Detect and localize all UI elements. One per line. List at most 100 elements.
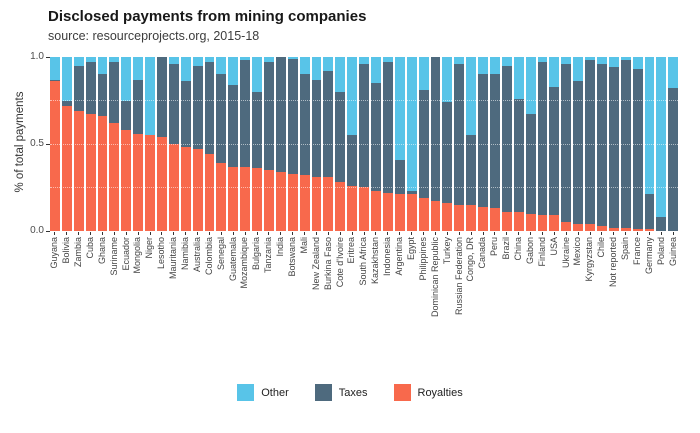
segment-taxes: [406, 190, 417, 195]
x-label: France: [631, 237, 642, 266]
bar-lesotho: [157, 57, 167, 231]
segment-other: [252, 57, 263, 92]
x-label-cell: Senegal: [216, 237, 226, 317]
bar-peru: [489, 57, 500, 231]
x-label-cell: Mali: [299, 237, 310, 317]
segment-royalties: [299, 175, 310, 231]
segment-taxes: [549, 86, 560, 216]
x-tick-mark: [288, 232, 298, 235]
x-label-cell: Dominican Republic: [430, 237, 441, 317]
x-label: Mozambique: [239, 237, 250, 289]
segment-royalties: [264, 170, 274, 231]
x-tick-mark: [216, 232, 226, 235]
bar-not-reported: [608, 57, 619, 231]
x-label-cell: Guinea: [668, 237, 678, 317]
segment-other: [418, 57, 429, 91]
segment-taxes: [442, 102, 453, 204]
bar-mozambique: [240, 57, 251, 231]
y-tick-label-0.0: 0.0: [30, 225, 44, 236]
x-label-cell: Cuba: [84, 237, 96, 317]
bar-kazakhstan: [371, 57, 381, 231]
segment-other: [501, 57, 512, 66]
x-label: Botswana: [287, 237, 298, 277]
segment-royalties: [537, 215, 548, 231]
segment-other: [204, 57, 215, 63]
segment-taxes: [73, 65, 84, 111]
segment-taxes: [656, 217, 667, 231]
x-label: Russian Federation: [453, 237, 464, 316]
bar-india: [275, 57, 286, 231]
segment-royalties: [620, 227, 631, 231]
bar-congo-dr: [466, 57, 477, 231]
x-label: Not reported: [608, 237, 619, 288]
segment-taxes: [204, 62, 215, 155]
segment-taxes: [323, 70, 334, 178]
x-label-cell: Turkey: [442, 237, 452, 317]
x-tick-mark: [561, 232, 571, 235]
bar-niger: [145, 57, 156, 231]
bar-china: [513, 57, 524, 231]
x-tick-mark: [323, 232, 333, 235]
x-label: Cuba: [84, 237, 95, 259]
x-label: Kyrgyzstan: [584, 237, 595, 282]
legend-swatch-royalties: [393, 384, 411, 401]
x-label-cell: South Africa: [358, 237, 369, 317]
x-label-cell: Peru: [489, 237, 500, 317]
x-label: Spain: [619, 237, 630, 261]
x-tick-mark: [502, 232, 512, 235]
x-tick-mark: [335, 232, 345, 235]
legend-item-other: Other: [237, 384, 289, 401]
bar-ecuador: [121, 57, 132, 231]
segment-other: [537, 57, 548, 63]
segment-royalties: [216, 163, 227, 231]
segment-royalties: [61, 105, 72, 231]
segment-royalties: [335, 182, 346, 231]
x-label-cell: Mexico: [572, 237, 583, 317]
segment-royalties: [442, 203, 453, 231]
segment-taxes: [525, 114, 536, 214]
segment-taxes: [335, 91, 346, 183]
x-label: Bolivia: [61, 237, 72, 264]
x-tick-mark: [264, 232, 274, 235]
segment-royalties: [573, 224, 584, 231]
x-tick-mark: [407, 232, 417, 235]
x-label-cell: Lesotho: [156, 237, 167, 317]
segment-taxes: [61, 100, 72, 106]
segment-taxes: [311, 79, 322, 178]
segment-other: [585, 57, 595, 61]
segment-taxes: [121, 100, 132, 131]
segment-royalties: [168, 143, 179, 231]
x-label: Senegal: [215, 237, 226, 271]
x-label: Kazakhstan: [370, 237, 381, 285]
bar-namibia: [180, 57, 191, 231]
segment-other: [644, 57, 655, 195]
segment-other: [561, 57, 572, 64]
chart-title: Disclosed payments from mining companies: [48, 8, 367, 25]
segment-taxes: [275, 57, 286, 172]
segment-other: [299, 57, 310, 75]
bar-suriname: [109, 57, 120, 231]
segment-other: [442, 57, 453, 103]
x-label-cell: Germany: [644, 237, 655, 317]
bar-ukraine: [561, 57, 572, 231]
segment-taxes: [168, 63, 179, 144]
x-tick-mark: [276, 232, 286, 235]
x-label-cell: Bulgaria: [251, 237, 262, 317]
segment-royalties: [513, 211, 524, 231]
segment-other: [121, 57, 132, 101]
x-tick-mark: [609, 232, 619, 235]
x-label: Guinea: [667, 237, 678, 267]
segment-taxes: [620, 60, 631, 228]
y-tick-mark: [46, 57, 50, 58]
segment-royalties: [157, 137, 167, 231]
segment-taxes: [382, 62, 393, 193]
legend-label: Royalties: [417, 386, 463, 399]
x-label-cell: Kazakhstan: [370, 237, 381, 317]
bar-ghana: [97, 57, 108, 231]
x-label-cell: Eritrea: [346, 237, 357, 317]
x-label-cell: Botswana: [287, 237, 298, 317]
x-label-cell: Colombia: [204, 237, 215, 317]
x-label: Niger: [144, 237, 155, 259]
segment-taxes: [501, 65, 512, 212]
bar-cuba: [85, 57, 96, 231]
